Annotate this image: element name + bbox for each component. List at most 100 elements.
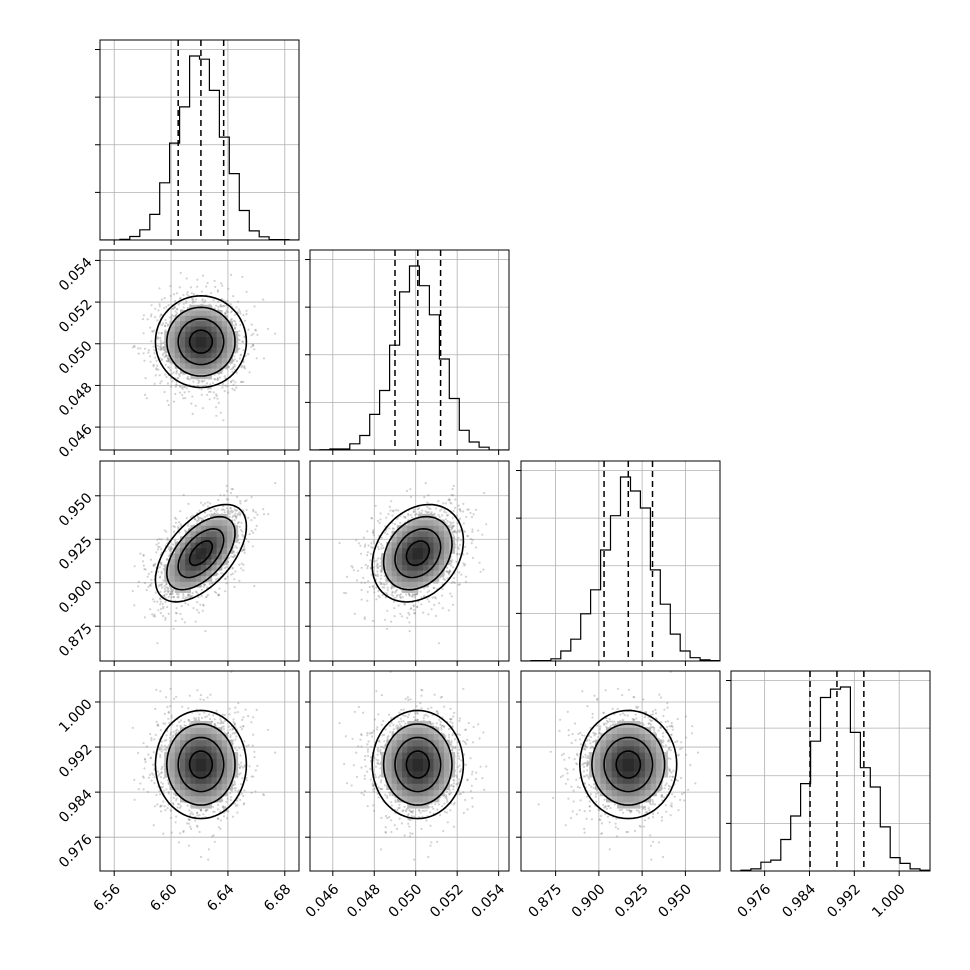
scatter-point — [201, 299, 204, 302]
scatter-point — [229, 318, 233, 321]
scatter-point — [252, 531, 255, 535]
density-cell — [190, 368, 197, 374]
scatter-point — [481, 533, 484, 536]
scatter-point — [169, 593, 172, 596]
scatter-point — [197, 518, 200, 521]
scatter-point — [416, 593, 419, 596]
scatter-point — [450, 581, 453, 585]
scatter-point — [162, 341, 165, 344]
y-tick-label: 0.875 — [56, 621, 96, 661]
scatter-point — [471, 530, 474, 533]
density-cell — [216, 362, 223, 369]
scatter-point — [457, 536, 460, 539]
scatter-point — [452, 524, 455, 527]
scatter-point — [162, 614, 165, 618]
density-cell — [169, 570, 176, 577]
scatter-point — [251, 343, 254, 346]
scatter-point — [217, 305, 220, 308]
scatter-point — [133, 344, 136, 347]
scatter-point — [448, 521, 451, 524]
scatter-point — [454, 498, 457, 501]
density-cell — [402, 564, 408, 571]
scatter-point — [372, 539, 375, 542]
scatter-point — [242, 569, 245, 572]
y-tick-label: 0.050 — [56, 338, 96, 378]
scatter-point — [177, 525, 180, 529]
scatter-point — [226, 306, 229, 309]
scatter-point — [245, 290, 248, 293]
scatter-point — [156, 336, 159, 339]
density-cell — [391, 564, 398, 571]
scatter-point — [245, 309, 248, 312]
scatter-point — [345, 575, 349, 578]
scatter-point — [426, 505, 429, 508]
scatter-point — [458, 517, 462, 520]
scatter-point — [446, 514, 449, 517]
density-cell — [428, 536, 435, 543]
density-cell — [417, 558, 424, 565]
scatter-point — [234, 509, 238, 512]
scatter-point — [366, 567, 369, 570]
scatter-point — [239, 312, 242, 315]
scatter-point — [456, 553, 459, 556]
scatter-point — [376, 519, 380, 523]
density-cell — [417, 547, 424, 554]
scatter-point — [162, 607, 165, 610]
density-cell — [190, 336, 197, 343]
contour-level-1 — [177, 317, 225, 366]
scatter-point — [436, 581, 439, 585]
scatter-point — [187, 524, 190, 527]
density-cell — [211, 530, 218, 537]
scatter-point — [371, 517, 374, 520]
scatter-point — [239, 502, 242, 505]
scatter-point — [393, 615, 396, 618]
density-cell — [185, 336, 191, 343]
scatter-point — [204, 630, 207, 633]
scatter-point — [449, 570, 452, 574]
scatter-point — [220, 298, 223, 301]
scatter-point — [239, 354, 242, 357]
scatter-point — [218, 587, 221, 590]
scatter-point — [167, 403, 170, 407]
scatter-point — [217, 577, 220, 580]
density-cell — [417, 542, 424, 549]
scatter-point — [156, 570, 159, 573]
scatter-point — [187, 594, 190, 598]
density-cell — [428, 519, 435, 526]
panel-1-1 — [305, 249, 510, 455]
scatter-point — [366, 565, 369, 568]
scatter-point — [242, 314, 245, 317]
scatter-point — [161, 602, 164, 605]
scatter-point — [156, 364, 159, 367]
scatter-point — [235, 546, 238, 549]
scatter-point — [229, 273, 233, 276]
scatter-point — [382, 546, 385, 550]
scatter-point — [167, 304, 170, 307]
gridlines — [310, 250, 509, 450]
scatter-point — [172, 530, 176, 533]
scatter-point — [158, 287, 161, 290]
scatter-point — [180, 386, 183, 389]
scatter-point — [203, 583, 206, 587]
scatter-point — [160, 332, 163, 335]
scatter-point — [235, 495, 239, 498]
density-cell — [185, 553, 191, 560]
scatter-point — [443, 510, 446, 513]
density-cell — [221, 320, 228, 327]
scatter-point — [168, 593, 171, 596]
scatter-point — [393, 522, 397, 526]
scatter-point — [155, 367, 158, 370]
scatter-point — [452, 521, 455, 524]
density-cell — [232, 536, 239, 543]
density-cell — [221, 530, 228, 537]
scatter-point — [367, 544, 370, 547]
scatter-point — [161, 358, 164, 361]
scatter-point — [441, 514, 444, 517]
density-cell — [221, 525, 228, 532]
scatter-point — [184, 397, 187, 400]
scatter-point — [380, 582, 383, 585]
scatter-point — [175, 370, 178, 373]
scatter-point — [179, 523, 182, 526]
scatter-point — [440, 508, 443, 511]
scatter-point — [225, 309, 228, 312]
